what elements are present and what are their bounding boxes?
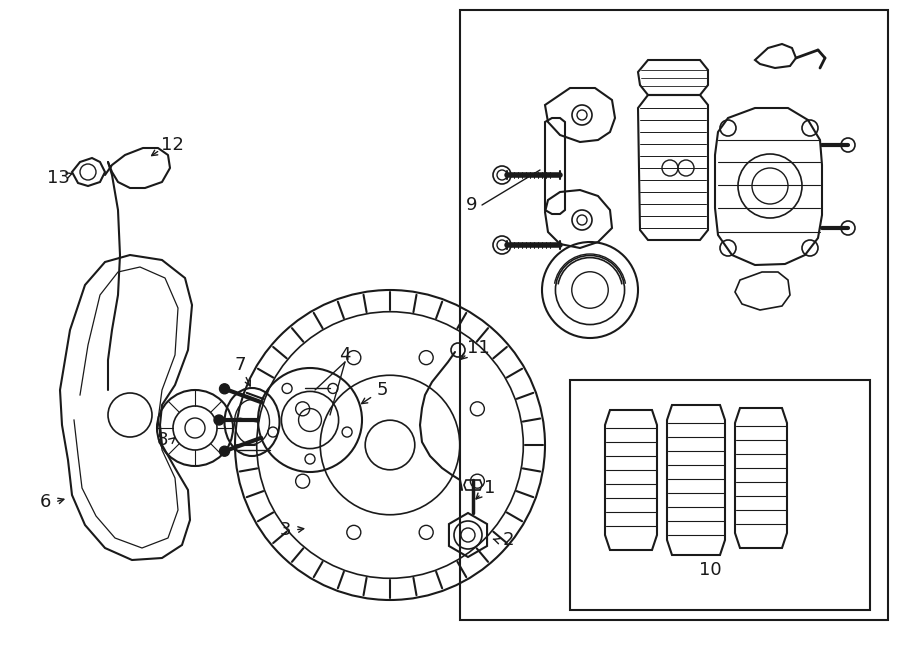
Text: 8: 8 bbox=[157, 431, 167, 449]
Circle shape bbox=[220, 446, 230, 456]
Text: 2: 2 bbox=[502, 531, 514, 549]
Text: 13: 13 bbox=[47, 169, 69, 187]
Text: 9: 9 bbox=[466, 196, 478, 214]
Text: 12: 12 bbox=[160, 136, 184, 154]
Text: 11: 11 bbox=[466, 339, 490, 357]
Circle shape bbox=[214, 415, 224, 425]
Text: 10: 10 bbox=[698, 561, 721, 579]
Bar bbox=[570, 380, 870, 610]
Text: 4: 4 bbox=[339, 346, 351, 364]
Circle shape bbox=[220, 384, 230, 394]
Bar bbox=[460, 10, 888, 620]
Text: 6: 6 bbox=[40, 493, 50, 511]
Text: 1: 1 bbox=[484, 479, 496, 497]
Text: 7: 7 bbox=[234, 356, 246, 374]
Text: 3: 3 bbox=[279, 521, 291, 539]
Text: 5: 5 bbox=[376, 381, 388, 399]
